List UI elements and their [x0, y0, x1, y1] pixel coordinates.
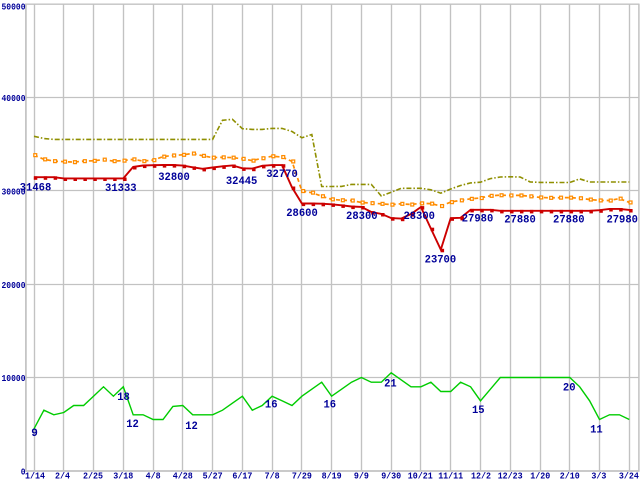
svg-text:12: 12 — [185, 421, 198, 433]
svg-text:18: 18 — [117, 392, 130, 404]
svg-text:28300: 28300 — [346, 211, 378, 223]
svg-text:28300: 28300 — [403, 211, 435, 223]
svg-text:32445: 32445 — [226, 176, 258, 188]
svg-text:40000: 40000 — [2, 93, 26, 104]
svg-text:10/21: 10/21 — [408, 470, 433, 480]
svg-text:20: 20 — [563, 383, 576, 395]
svg-text:50000: 50000 — [2, 1, 26, 12]
svg-text:2/10: 2/10 — [560, 470, 580, 480]
svg-text:12/23: 12/23 — [498, 470, 523, 480]
svg-text:2/25: 2/25 — [83, 470, 103, 480]
svg-text:9/9: 9/9 — [354, 470, 369, 480]
svg-text:27980: 27980 — [606, 215, 638, 227]
svg-text:1/14: 1/14 — [25, 470, 45, 480]
svg-text:11/11: 11/11 — [438, 470, 463, 480]
svg-text:23700: 23700 — [425, 254, 457, 266]
svg-text:7/29: 7/29 — [292, 470, 312, 480]
svg-text:10000: 10000 — [2, 373, 26, 384]
svg-text:32770: 32770 — [266, 169, 298, 181]
svg-text:20000: 20000 — [2, 280, 26, 291]
svg-text:5/27: 5/27 — [203, 470, 223, 480]
svg-text:3/24: 3/24 — [619, 470, 639, 480]
svg-text:9: 9 — [31, 428, 38, 440]
svg-text:3/3: 3/3 — [591, 470, 606, 480]
svg-text:11: 11 — [590, 424, 603, 436]
svg-text:27980: 27980 — [462, 214, 494, 226]
svg-text:12/2: 12/2 — [471, 470, 491, 480]
svg-text:8/19: 8/19 — [322, 470, 342, 480]
svg-text:15: 15 — [472, 405, 485, 417]
svg-text:27880: 27880 — [553, 215, 585, 227]
svg-text:6/17: 6/17 — [232, 470, 252, 480]
svg-text:30000: 30000 — [2, 187, 26, 198]
svg-text:16: 16 — [265, 399, 278, 411]
svg-text:4/28: 4/28 — [173, 470, 193, 480]
svg-text:32800: 32800 — [158, 172, 190, 184]
svg-text:31333: 31333 — [105, 183, 137, 195]
svg-text:0: 0 — [21, 466, 26, 477]
svg-text:31468: 31468 — [20, 183, 52, 195]
svg-text:1/20: 1/20 — [530, 470, 550, 480]
svg-text:21: 21 — [384, 379, 397, 391]
svg-text:2/4: 2/4 — [55, 470, 70, 480]
svg-text:27880: 27880 — [504, 215, 536, 227]
svg-text:4/8: 4/8 — [146, 470, 161, 480]
svg-text:3/18: 3/18 — [113, 470, 133, 480]
svg-text:28600: 28600 — [286, 208, 318, 220]
svg-text:9/30: 9/30 — [381, 470, 401, 480]
svg-text:16: 16 — [324, 399, 337, 411]
svg-text:12: 12 — [126, 419, 139, 431]
svg-text:7/8: 7/8 — [265, 470, 280, 480]
